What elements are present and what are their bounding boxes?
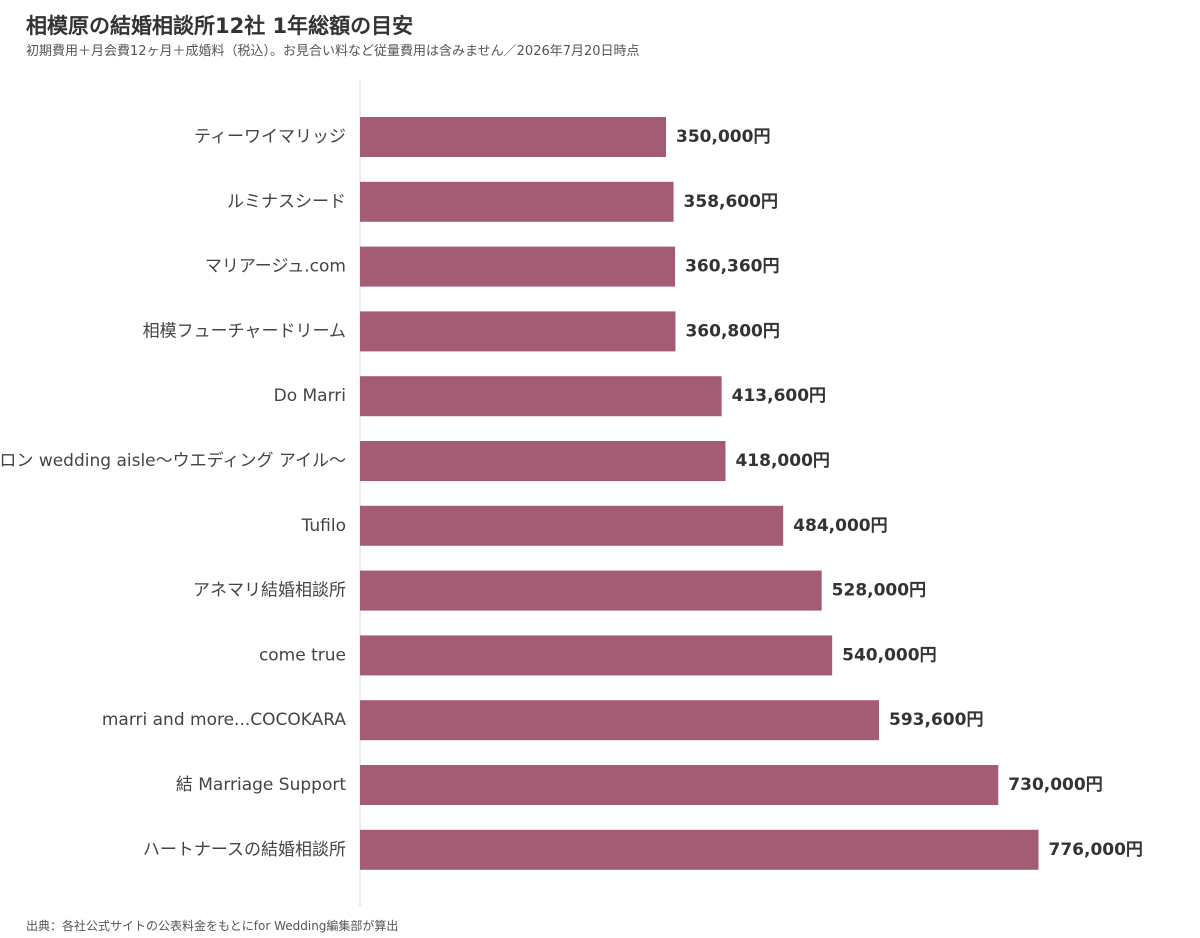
bar: [360, 505, 784, 546]
value-label: 360,800円: [685, 321, 779, 341]
category-label: ティーワイマリッジ: [194, 127, 346, 147]
value-label: 350,000円: [676, 127, 770, 147]
bar: [360, 181, 674, 222]
bar: [360, 765, 999, 805]
category-label: マリアージュ.com: [205, 257, 346, 277]
bar: [360, 700, 880, 741]
bar: [360, 246, 676, 287]
bar: [360, 117, 667, 157]
chart-source: 出典：各社公式サイトの公表料金をもとにfor Wedding編集部が算出: [26, 919, 399, 933]
value-label: 593,600円: [889, 710, 983, 730]
value-label: 528,000円: [832, 581, 926, 601]
category-label: 相模フューチャードリーム: [143, 321, 346, 341]
value-label: 358,600円: [684, 192, 778, 212]
value-label: 540,000円: [842, 645, 936, 665]
bar: [360, 311, 676, 352]
category-label: ハートナースの結婚相談所: [143, 840, 346, 860]
chart-subtitle: 初期費用＋月会費12ヶ月＋成婚料（税込）。お見合い料など従量費用は含みません／2…: [26, 44, 640, 59]
chart-title: 相模原の結婚相談所12社 1年総額の目安: [26, 14, 414, 38]
bar: [360, 441, 726, 481]
value-label: 730,000円: [1008, 775, 1102, 795]
category-label: 結 Marriage Support: [176, 775, 347, 795]
bar: [360, 570, 822, 611]
bar: [360, 635, 833, 676]
category-label: come true: [259, 645, 346, 665]
category-label: Tufilo: [301, 516, 346, 536]
category-label: Do Marri: [274, 386, 346, 406]
value-label: 418,000円: [735, 451, 829, 471]
value-label: 776,000円: [1049, 840, 1143, 860]
category-label: ルミナスシード: [227, 192, 346, 212]
category-label: アネマリ結婚相談所: [193, 581, 346, 601]
value-label: 413,600円: [732, 386, 826, 406]
category-label: marri and more...COCOKARA: [102, 710, 347, 730]
category-label: ブライダルサロン wedding aisle〜ウエディング アイル〜: [0, 450, 346, 471]
value-label: 484,000円: [793, 516, 887, 536]
value-label: 360,360円: [685, 257, 779, 277]
bar: [360, 376, 722, 417]
bar: [360, 829, 1039, 870]
